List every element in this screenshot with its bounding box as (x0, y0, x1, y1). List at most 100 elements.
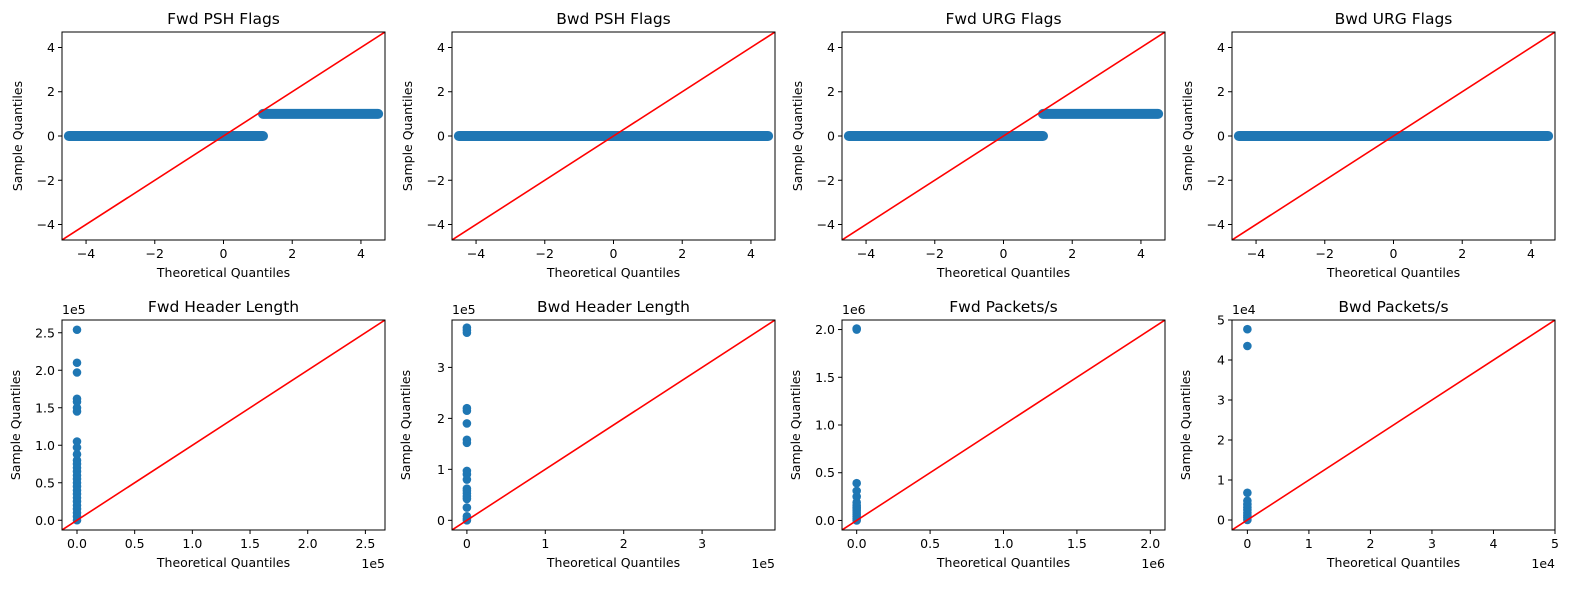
x-tick-label: 1.0 (182, 536, 202, 551)
y-tick-label: −2 (1207, 173, 1225, 188)
plot-area (842, 320, 1165, 530)
y-tick-label: 0 (827, 129, 835, 144)
subplot-title: Fwd PSH Flags (167, 10, 280, 28)
reference-line (62, 32, 385, 240)
y-axis-label: Sample Quantiles (1178, 370, 1193, 480)
plot-area (452, 320, 775, 530)
y-axis-label: Sample Quantiles (398, 370, 413, 480)
x-tick-label: 4 (747, 246, 755, 261)
x-axis-label: Theoretical Quantiles (936, 555, 1070, 570)
x-tick-label: −4 (467, 246, 485, 261)
axes-frame (451, 319, 776, 531)
y-tick-label: 0 (1217, 129, 1225, 144)
y-tick-label: 4 (827, 40, 835, 55)
y-tick-label: 0 (437, 513, 445, 528)
y-tick-label: 3 (1217, 393, 1225, 408)
subplot-6: 0 1 2 3 0 1 2 3 Bwd Header Length Theoretical Qua… (398, 298, 776, 571)
qq-point (462, 484, 472, 494)
y-tick-label: 4 (437, 40, 445, 55)
y-tick-label: 0.0 (815, 513, 835, 528)
reference-line (842, 320, 1165, 530)
y-tick-label: 2.5 (35, 325, 55, 340)
x-tick-label: −4 (77, 246, 95, 261)
x-tick-label: −2 (926, 246, 944, 261)
y-tick-label: −2 (427, 173, 445, 188)
subplot-3: −4 −2 0 2 4 −4 −2 0 2 4 Fwd URG Flags Theoretical Q… (790, 10, 1166, 280)
y-tick-label: 2 (1217, 433, 1225, 448)
y-offset-text: 1e5 (62, 302, 86, 317)
qq-point (462, 419, 472, 428)
qq-point (72, 449, 82, 459)
y-axis-label: Sample Quantiles (790, 81, 805, 191)
qq-point (1243, 341, 1252, 351)
qq-point (72, 358, 82, 368)
y-offset-text: 1e6 (842, 302, 866, 317)
x-tick-label: 0 (1390, 246, 1398, 261)
x-tick-label: 0 (1000, 246, 1008, 261)
y-offset-text: 1e5 (452, 302, 476, 317)
y-tick-label: 2.0 (35, 363, 55, 378)
x-axis-label: Theoretical Quantiles (156, 555, 290, 570)
qq-point (852, 478, 861, 488)
y-tick-label: 2 (827, 84, 835, 99)
y-tick-label: 0 (47, 129, 55, 144)
x-tick-label: 2 (1458, 246, 1466, 261)
y-axis-label: Sample Quantiles (1180, 81, 1195, 191)
qq-point (72, 394, 82, 404)
y-tick-label: 2.0 (815, 322, 835, 337)
x-tick-label: −4 (857, 246, 875, 261)
subplot-1: −4 −2 0 2 4 −4 −2 0 2 4 Fwd PSH Flags Theoretical Q… (10, 10, 386, 280)
reference-line (842, 32, 1165, 240)
x-tick-label: −2 (1316, 246, 1334, 261)
x-tick-label: 3 (1428, 536, 1436, 551)
y-tick-label: 4 (1217, 40, 1225, 55)
reference-line (62, 320, 385, 530)
x-tick-label: 2.0 (1140, 536, 1160, 551)
qq-point (1243, 324, 1252, 334)
y-tick-label: 0 (1217, 513, 1225, 528)
x-offset-text: 1e6 (1141, 556, 1165, 571)
x-tick-label: 0.0 (67, 536, 87, 551)
x-tick-label: 2 (620, 536, 628, 551)
x-tick-label: 0.5 (920, 536, 940, 551)
x-tick-label: −2 (536, 246, 554, 261)
y-tick-label: −4 (37, 217, 55, 232)
y-tick-label: 1 (437, 462, 445, 477)
subplot-title: Fwd Packets/s (949, 298, 1057, 316)
x-tick-label: 1.0 (994, 536, 1014, 551)
x-tick-label: 2 (1366, 536, 1374, 551)
y-tick-label: 2 (47, 84, 55, 99)
qq-point (852, 324, 861, 333)
subplot-5: 0.0 0.5 1.0 1.5 2.0 2.5 0.0 0.5 1.0 1.5 2.0 2.5 Fwd … (8, 298, 386, 571)
qq-point (1243, 496, 1252, 506)
y-tick-label: 0.0 (35, 513, 55, 528)
y-tick-label: 4 (47, 40, 55, 55)
x-tick-label: −4 (1247, 246, 1265, 261)
x-tick-label: 0 (220, 246, 228, 261)
y-tick-label: 1.5 (815, 370, 835, 385)
subplot-title: Bwd PSH Flags (556, 10, 670, 28)
qq-point (462, 403, 472, 413)
qq-point (72, 325, 82, 335)
y-axis-label: Sample Quantiles (8, 370, 23, 480)
x-tick-label: 0 (463, 536, 471, 551)
qq-point (462, 466, 472, 476)
x-axis-label: Theoretical Quantiles (1326, 265, 1460, 280)
qq-point (462, 435, 472, 445)
subplot-title: Bwd Packets/s (1338, 298, 1448, 316)
subplot-2: −4 −2 0 2 4 −4 −2 0 2 4 Bwd PSH Flags Theoretical Q… (400, 10, 776, 280)
qq-point (72, 455, 82, 465)
subplot-title: Fwd Header Length (148, 298, 299, 316)
qq-point (1243, 488, 1252, 498)
y-tick-label: 2 (437, 84, 445, 99)
qq-point (462, 323, 472, 332)
x-tick-label: 4 (1137, 246, 1145, 261)
y-tick-label: 1.0 (815, 418, 835, 433)
x-tick-label: 4 (1489, 536, 1497, 551)
y-axis-label: Sample Quantiles (400, 81, 415, 191)
x-tick-label: 2 (678, 246, 686, 261)
plot-area (1232, 32, 1555, 240)
y-tick-label: 2 (437, 411, 445, 426)
y-tick-label: −2 (817, 173, 835, 188)
subplot-7: 0.0 0.5 1.0 1.5 2.0 0.0 0.5 1.0 1.5 2.0 Fwd Packet… (788, 298, 1166, 571)
